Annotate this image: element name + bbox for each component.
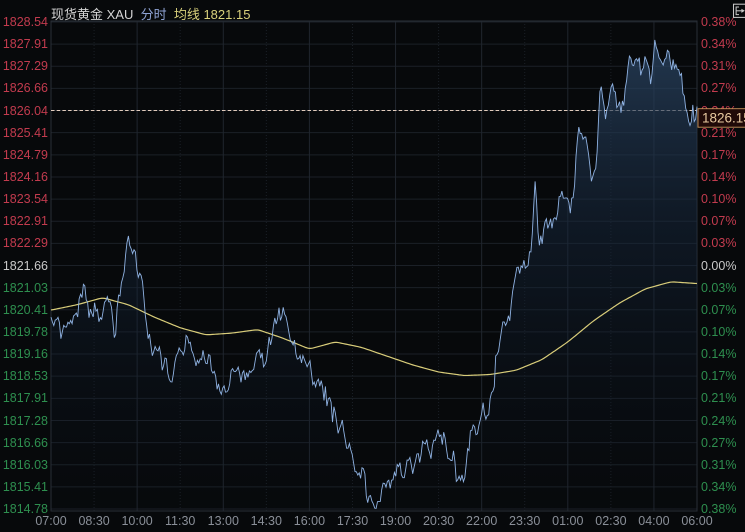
svg-text:1826.15: 1826.15	[702, 110, 745, 125]
